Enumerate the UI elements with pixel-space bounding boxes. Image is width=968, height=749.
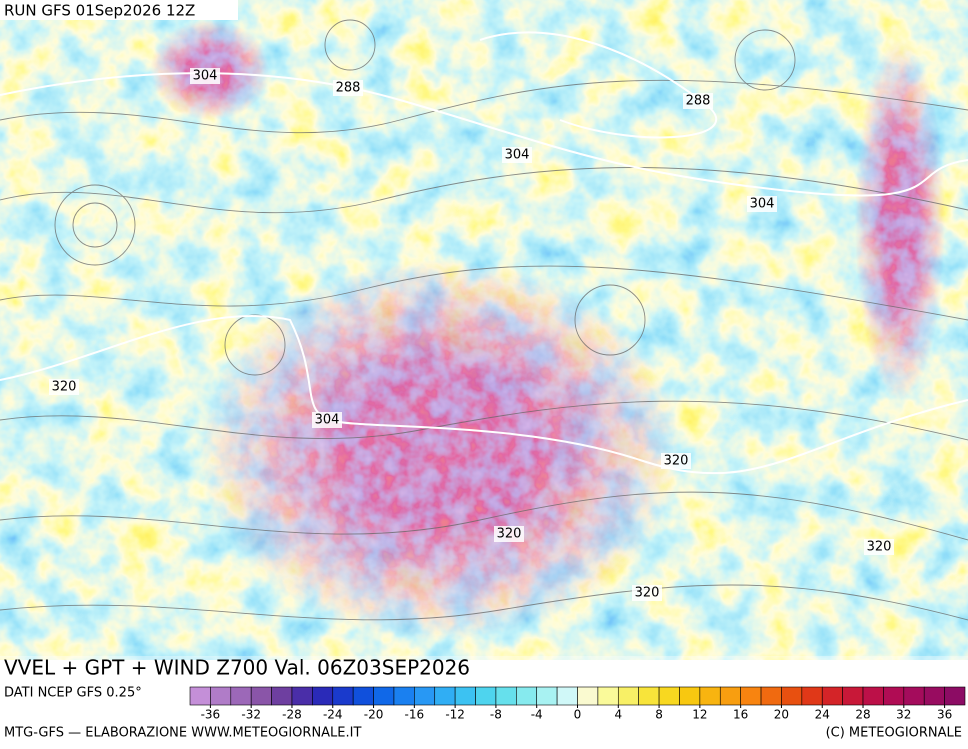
contour-label: 320 bbox=[497, 527, 522, 542]
label-bg bbox=[49, 379, 79, 395]
tick-label: -36 bbox=[201, 708, 221, 722]
color-box bbox=[699, 686, 721, 706]
tick-label: -24 bbox=[323, 708, 343, 722]
contour-label: 304 bbox=[315, 413, 340, 428]
label-bg bbox=[683, 93, 713, 109]
color-box bbox=[658, 686, 680, 706]
tick-label: 24 bbox=[815, 708, 830, 722]
tick-label: -28 bbox=[282, 708, 302, 722]
color-box bbox=[434, 686, 456, 706]
header-box bbox=[0, 0, 238, 20]
label-bg bbox=[333, 80, 363, 96]
contour-label: 288 bbox=[336, 81, 361, 96]
tick-label: 0 bbox=[574, 708, 582, 722]
tick-label: 16 bbox=[733, 708, 748, 722]
contour-label: 320 bbox=[664, 454, 689, 469]
color-box bbox=[862, 686, 884, 706]
tick-label: 32 bbox=[896, 708, 911, 722]
contour-label: 288 bbox=[686, 94, 711, 109]
source-label: DATI NCEP GFS 0.25° bbox=[4, 686, 142, 701]
map-title: VVEL + GPT + WIND Z700 Val. 06Z03SEP2026 bbox=[4, 656, 470, 680]
label-bg bbox=[632, 585, 662, 601]
label-bg bbox=[494, 526, 524, 542]
color-box bbox=[801, 686, 823, 706]
color-box bbox=[495, 686, 517, 706]
color-box bbox=[189, 686, 211, 706]
label-bg bbox=[661, 453, 691, 469]
contour-label: 320 bbox=[52, 380, 77, 395]
color-box bbox=[597, 686, 619, 706]
color-box bbox=[536, 686, 558, 706]
contour-label: 304 bbox=[505, 148, 530, 163]
color-box bbox=[475, 686, 497, 706]
streamlines bbox=[0, 19, 968, 621]
tick-label: -32 bbox=[241, 708, 261, 722]
label-bg bbox=[502, 147, 532, 163]
tick-label: 4 bbox=[614, 708, 622, 722]
color-box bbox=[617, 686, 639, 706]
tick-label: -12 bbox=[445, 708, 465, 722]
color-box bbox=[210, 686, 232, 706]
tick-label: 12 bbox=[692, 708, 707, 722]
color-box bbox=[842, 686, 864, 706]
tick-label: -16 bbox=[405, 708, 425, 722]
color-box bbox=[944, 686, 966, 706]
credit-label: MTG-GFS — ELABORAZIONE WWW.METEOGIORNALE… bbox=[4, 726, 361, 741]
title-band bbox=[0, 656, 968, 680]
tick-label: -20 bbox=[364, 708, 384, 722]
color-box bbox=[271, 686, 293, 706]
color-box bbox=[393, 686, 415, 706]
color-box bbox=[719, 686, 741, 706]
color-box bbox=[556, 686, 578, 706]
color-box bbox=[740, 686, 762, 706]
tick-label: -4 bbox=[531, 708, 543, 722]
vvel-strong bbox=[0, 0, 968, 660]
contour-label: 304 bbox=[750, 197, 775, 212]
color-box bbox=[230, 686, 252, 706]
color-box bbox=[332, 686, 354, 706]
color-box bbox=[516, 686, 538, 706]
contour-label: 320 bbox=[867, 540, 892, 555]
color-box bbox=[883, 686, 905, 706]
tick-label: -8 bbox=[490, 708, 502, 722]
color-box bbox=[638, 686, 660, 706]
color-box bbox=[250, 686, 272, 706]
color-box bbox=[312, 686, 334, 706]
label-bg bbox=[312, 412, 342, 428]
label-bg bbox=[864, 539, 894, 555]
color-box bbox=[923, 686, 945, 706]
label-bg bbox=[747, 196, 777, 212]
tick-label: 28 bbox=[855, 708, 870, 722]
contour-label: 304 bbox=[193, 69, 218, 84]
contour-label: 320 bbox=[635, 586, 660, 601]
color-box bbox=[454, 686, 476, 706]
color-box bbox=[577, 686, 599, 706]
colorbar: -36 -32 -28 -24 -20 -16 -12 -8 -4 0 4 8 12 16 20 24 28 32… bbox=[189, 686, 966, 722]
label-bg bbox=[190, 68, 220, 84]
color-box bbox=[414, 686, 436, 706]
color-box bbox=[903, 686, 925, 706]
tick-label: 36 bbox=[937, 708, 952, 722]
color-box bbox=[373, 686, 395, 706]
tick-label: 8 bbox=[655, 708, 663, 722]
color-box bbox=[781, 686, 803, 706]
color-box bbox=[679, 686, 701, 706]
color-box bbox=[352, 686, 374, 706]
map: 304 288 288 304 304 320 304 320 320 320 320 bbox=[0, 0, 968, 660]
color-box bbox=[291, 686, 313, 706]
copyright-label: (C) METEOGIORNALE bbox=[826, 726, 962, 741]
color-box bbox=[760, 686, 782, 706]
tick-label: 20 bbox=[774, 708, 789, 722]
color-box bbox=[821, 686, 843, 706]
run-label: RUN GFS 01Sep2026 12Z bbox=[4, 2, 195, 20]
